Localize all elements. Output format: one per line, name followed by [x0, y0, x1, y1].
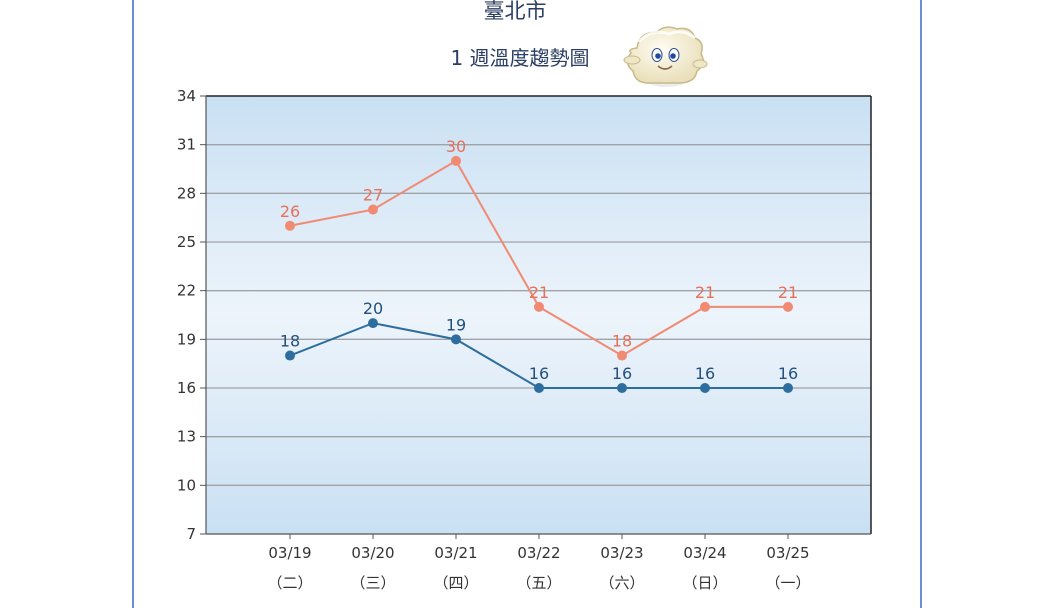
data-point — [368, 318, 378, 329]
x-tick-weekday: （四） — [433, 574, 478, 592]
x-tick-weekday: （一） — [765, 574, 810, 592]
x-axis-ticks: 03/19 （二） 03/20 （三） 03/21 （四） 03/22 （五） 03/23 （六）… — [267, 534, 811, 592]
y-tick-label: 10 — [177, 476, 196, 494]
data-point — [451, 155, 461, 166]
chart-title: 臺北市 — [484, 0, 547, 23]
data-point — [451, 334, 461, 345]
data-label: 18 — [612, 332, 632, 351]
x-tick-weekday: （三） — [350, 574, 395, 592]
data-point — [285, 220, 295, 231]
data-label: 16 — [695, 364, 715, 383]
data-point — [534, 383, 544, 393]
data-label: 21 — [695, 283, 715, 302]
y-tick-label: 13 — [177, 428, 196, 446]
x-tick-label: 03/20 — [351, 544, 394, 562]
data-point — [285, 350, 295, 361]
x-tick-label: 03/22 — [517, 544, 560, 562]
x-tick-label: 03/21 — [434, 544, 477, 562]
x-tick-weekday: （日） — [682, 574, 727, 592]
data-label: 30 — [446, 137, 466, 156]
data-label: 16 — [778, 364, 798, 383]
chart-svg: 臺北市 1 週溫度趨勢圖 7 10 13 16 19 22 25 28 31 34 03/19 （二… — [177, 0, 872, 592]
y-tick-label: 19 — [177, 330, 196, 348]
data-point — [617, 383, 627, 393]
data-label: 21 — [529, 283, 549, 302]
y-tick-label: 25 — [177, 233, 196, 251]
data-point — [700, 383, 710, 393]
y-tick-label: 7 — [186, 525, 196, 543]
y-tick-label: 22 — [177, 282, 196, 300]
plot-area — [206, 96, 871, 534]
x-tick-weekday: （六） — [599, 574, 644, 592]
y-tick-label: 28 — [177, 184, 196, 202]
y-tick-label: 16 — [177, 379, 196, 397]
data-point — [534, 301, 544, 312]
data-point — [700, 301, 710, 312]
data-label: 26 — [280, 202, 300, 221]
x-tick-weekday: （二） — [267, 574, 312, 592]
data-point — [783, 383, 793, 393]
data-label: 16 — [529, 364, 549, 383]
data-label: 18 — [280, 332, 300, 351]
data-point — [783, 301, 793, 312]
data-point — [368, 204, 378, 215]
data-label: 16 — [612, 364, 632, 383]
data-label: 21 — [778, 283, 798, 302]
data-label: 19 — [446, 315, 466, 334]
series-layer: 26 27 30 21 18 21 21 18 20 19 16 16 16 16 — [280, 137, 798, 393]
x-tick-weekday: （五） — [516, 574, 561, 592]
data-label: 27 — [363, 186, 383, 205]
chart-subtitle: 1 週溫度趨勢圖 — [450, 46, 589, 70]
x-tick-label: 03/25 — [766, 544, 809, 562]
y-axis-ticks: 7 10 13 16 19 22 25 28 31 34 — [177, 87, 206, 543]
y-tick-label: 31 — [177, 136, 196, 154]
x-tick-label: 03/19 — [268, 544, 311, 562]
data-label: 20 — [363, 299, 383, 318]
chart-frame: 臺北市 1 週溫度趨勢圖 7 10 13 16 19 22 25 28 31 34 03/19 （二… — [132, 0, 922, 608]
x-tick-label: 03/23 — [600, 544, 643, 562]
y-tick-label: 34 — [177, 87, 196, 105]
data-point — [617, 350, 627, 361]
x-tick-label: 03/24 — [683, 544, 726, 562]
cloud-mascot-icon — [623, 26, 708, 87]
